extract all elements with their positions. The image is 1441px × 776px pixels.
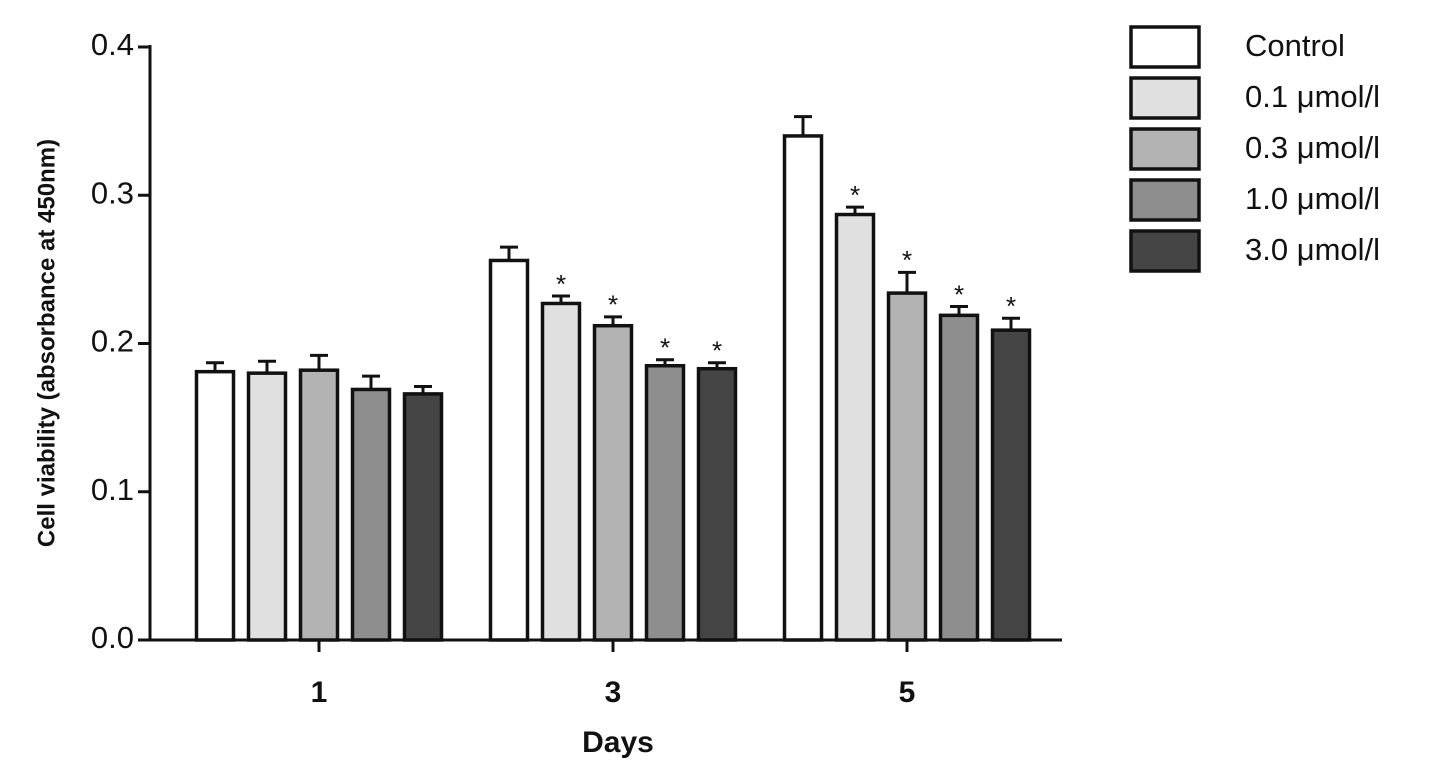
legend-swatch <box>1129 229 1201 273</box>
bar <box>990 328 1032 642</box>
significance-label: * <box>608 290 618 320</box>
y-tick-label: 0.1 <box>91 472 134 507</box>
bar <box>246 371 288 642</box>
x-tick-label: 3 <box>605 676 622 709</box>
bar <box>644 363 686 642</box>
bar <box>834 212 876 642</box>
bar <box>938 313 980 642</box>
legend-swatch <box>1129 178 1201 222</box>
significance-label: * <box>660 333 670 363</box>
significance-label: * <box>1006 291 1016 321</box>
y-tick-label: 0.3 <box>91 175 134 210</box>
bar <box>402 392 444 642</box>
y-tick-label: 0.2 <box>91 324 134 359</box>
legend-label: 0.1 μmol/l <box>1245 79 1380 114</box>
bar <box>540 301 582 642</box>
x-tick-label: 5 <box>899 676 916 709</box>
significance-label: * <box>902 245 912 275</box>
legend-label: Control <box>1245 28 1345 63</box>
bar <box>592 323 634 642</box>
significance-label: * <box>954 279 964 309</box>
legend-label: 1.0 μmol/l <box>1245 181 1380 216</box>
significance-label: * <box>556 269 566 299</box>
significance-label: * <box>850 180 860 210</box>
legend-label: 0.3 μmol/l <box>1245 130 1380 165</box>
bar <box>350 387 392 642</box>
y-tick-label: 0.4 <box>91 27 134 62</box>
legend-swatch <box>1129 25 1201 69</box>
x-axis-label: Days <box>582 726 654 759</box>
x-tick-label: 1 <box>311 676 328 709</box>
y-axis-label: Cell viability (absorbance at 450nm) <box>33 139 60 547</box>
bar <box>298 368 340 642</box>
significance-label: * <box>712 336 722 366</box>
legend-swatch <box>1129 127 1201 171</box>
bar <box>886 291 928 642</box>
y-tick-label: 0.0 <box>91 620 134 655</box>
bar <box>782 134 824 642</box>
bar <box>488 258 530 642</box>
legend-label: 3.0 μmol/l <box>1245 232 1380 267</box>
legend-swatch <box>1129 76 1201 120</box>
bar <box>696 366 738 642</box>
bar <box>194 369 236 642</box>
